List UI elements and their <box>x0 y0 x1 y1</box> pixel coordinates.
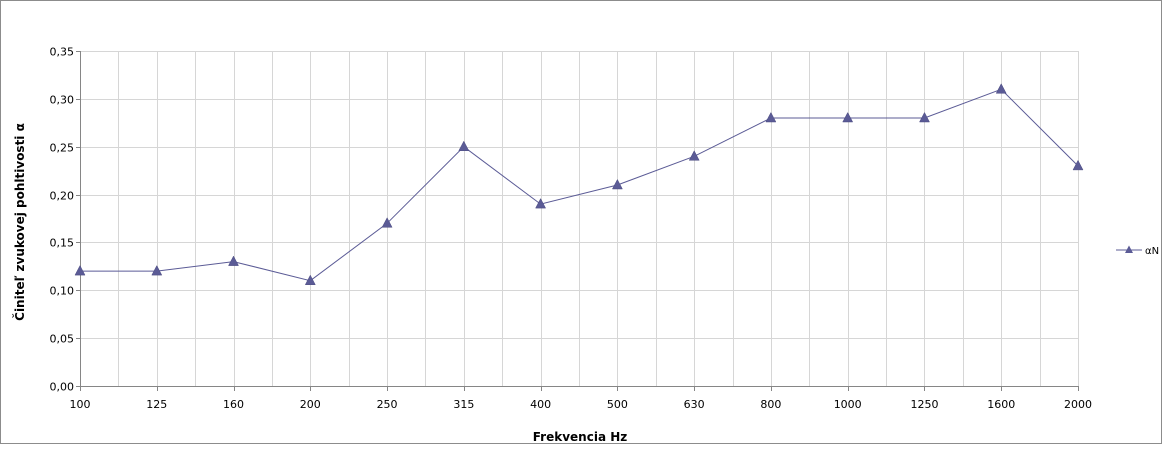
data-point-marker <box>74 265 86 276</box>
x-tick-label: 200 <box>300 398 321 411</box>
y-tick-label: 0,05 <box>50 333 75 346</box>
x-tick-label: 500 <box>607 398 628 411</box>
data-point-marker <box>535 198 547 209</box>
y-tick-label: 0,30 <box>50 94 75 107</box>
x-tick-labels: 100 125 160 200 250 315 400 500 630 800 1000 1250 16… <box>70 398 1093 411</box>
series-layer <box>74 83 1084 285</box>
data-point-marker <box>228 255 239 266</box>
data-point-marker <box>458 140 470 151</box>
data-point-marker <box>995 83 1007 94</box>
y-tick-label: 0,10 <box>50 285 75 298</box>
data-point-marker <box>304 274 316 285</box>
data-point-marker <box>381 217 393 228</box>
y-tick-label: 0,15 <box>50 237 75 250</box>
x-tick-label: 400 <box>530 398 551 411</box>
grid-lines <box>80 51 1079 386</box>
x-tick-label: 250 <box>377 398 398 411</box>
x-axis-title: Frekvencia Hz <box>533 430 628 444</box>
y-tick-label: 0,35 <box>50 46 75 59</box>
axes <box>76 51 1079 391</box>
x-tick-label: 1000 <box>834 398 862 411</box>
y-tick-label: 0,20 <box>50 190 75 203</box>
x-tick-label: 2000 <box>1064 398 1092 411</box>
legend-label: αN <box>1145 246 1159 257</box>
data-point-marker <box>765 111 777 123</box>
y-tick-label: 0,25 <box>50 142 75 155</box>
y-tick-label: 0,00 <box>50 381 75 394</box>
y-axis-title: Činiteľ zvukovej pohltivosti α <box>12 123 27 321</box>
data-point-marker <box>611 178 623 190</box>
data-point-marker <box>919 111 930 123</box>
x-tick-label: 100 <box>70 398 91 411</box>
x-tick-label: 160 <box>223 398 244 411</box>
y-tick-labels: 0,00 0,05 0,10 0,15 0,20 0,25 0,30 0,35 <box>50 46 75 394</box>
data-point-marker <box>1072 159 1084 171</box>
legend-marker-triangle <box>1125 245 1133 253</box>
legend: αN <box>1116 245 1159 257</box>
series-line <box>80 88 1079 282</box>
x-tick-label: 630 <box>684 398 705 411</box>
data-point-marker <box>151 265 163 276</box>
data-point-marker <box>688 150 700 161</box>
data-point-marker <box>842 111 854 123</box>
x-tick-label: 1250 <box>910 398 938 411</box>
x-tick-label: 1600 <box>987 398 1015 411</box>
x-tick-label: 800 <box>760 398 781 411</box>
x-tick-label: 125 <box>146 398 167 411</box>
x-tick-label: 315 <box>453 398 474 411</box>
